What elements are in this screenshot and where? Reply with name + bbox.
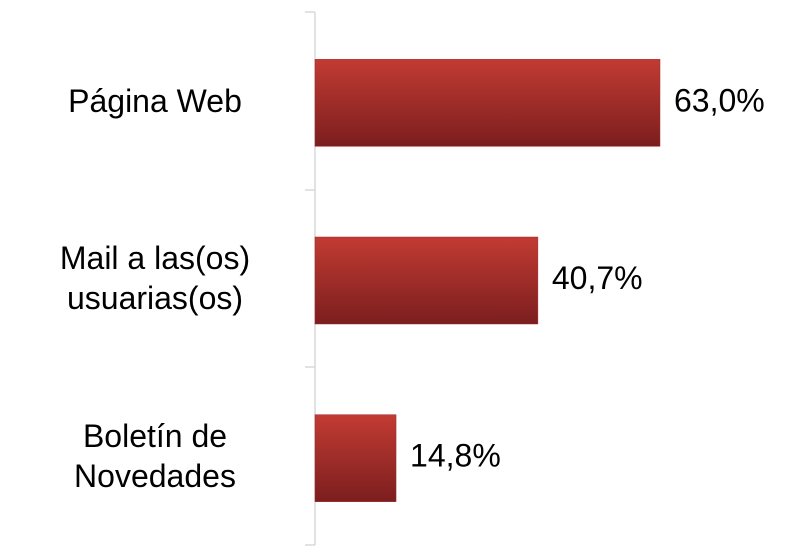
category-label: Página Web [68,82,242,119]
bar [314,414,397,502]
value-label: 63,0% [674,82,765,118]
axis [305,11,316,546]
category-label: Mail a las(os) usuarias(os) [59,240,251,317]
bar [314,236,539,325]
bar [314,59,661,147]
value-label: 40,7% [552,260,643,296]
category-label: Boletín de Novedades [74,418,236,495]
value-label: 14,8% [410,438,501,474]
